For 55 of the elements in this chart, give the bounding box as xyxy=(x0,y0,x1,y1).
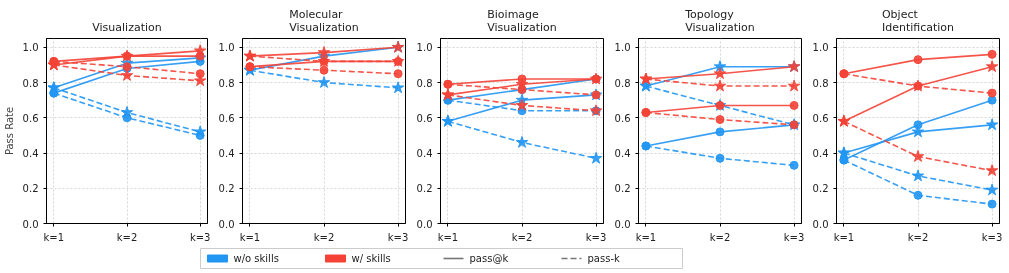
y-axis-title: Pass Rate xyxy=(3,106,15,156)
y-tick-label: 0.0 xyxy=(22,218,39,230)
y-tick-label: 0.4 xyxy=(22,148,39,160)
y-tick-label: 0.2 xyxy=(22,183,39,195)
y-tick-label: 0.0 xyxy=(614,218,631,230)
y-tick-label: 0.6 xyxy=(416,112,433,124)
y-tick-label: 0.0 xyxy=(812,218,829,230)
x-tick-label: k=3 xyxy=(585,231,607,243)
legend-label: pass@k xyxy=(469,253,509,264)
y-tick-label: 0.2 xyxy=(416,183,433,195)
y-tick-label: 0.8 xyxy=(22,77,39,89)
chart-title: Molecular Visualization xyxy=(289,7,359,34)
x-tick-label: k=1 xyxy=(635,231,657,243)
y-tick-label: 0.6 xyxy=(218,112,235,124)
x-tick-label: k=1 xyxy=(43,231,65,243)
x-tick-label: k=1 xyxy=(239,231,261,243)
y-tick-label: 1.0 xyxy=(416,42,433,54)
y-tick-label: 0.4 xyxy=(218,148,235,160)
x-tick-label: k=3 xyxy=(783,231,805,243)
y-tick-label: 0.4 xyxy=(812,148,829,160)
chart-title: Topology Visualization xyxy=(684,7,755,34)
x-tick-label: k=3 xyxy=(981,231,1003,243)
y-tick-label: 0.0 xyxy=(416,218,433,230)
y-tick-label: 0.2 xyxy=(218,183,235,195)
y-tick-label: 0.6 xyxy=(614,112,631,124)
legend-label: w/o skills xyxy=(233,253,279,264)
legend-label: w/ skills xyxy=(351,253,391,264)
y-tick-label: 0.8 xyxy=(416,77,433,89)
x-tick-label: k=1 xyxy=(833,231,855,243)
chart-title: Bioimage Visualization xyxy=(487,7,557,34)
y-tick-label: 0.2 xyxy=(614,183,631,195)
y-tick-label: 1.0 xyxy=(614,42,631,54)
y-tick-label: 0.0 xyxy=(218,218,235,230)
x-tick-label: k=1 xyxy=(437,231,459,243)
y-tick-label: 0.4 xyxy=(416,148,433,160)
y-tick-label: 0.2 xyxy=(812,183,829,195)
x-tick-label: k=3 xyxy=(189,231,211,243)
x-tick-label: k=3 xyxy=(387,231,409,243)
x-tick-label: k=2 xyxy=(116,231,138,243)
y-tick-label: 1.0 xyxy=(812,42,829,54)
x-tick-label: k=2 xyxy=(511,231,533,243)
x-tick-label: k=2 xyxy=(313,231,335,243)
y-tick-label: 0.8 xyxy=(812,77,829,89)
x-tick-label: k=2 xyxy=(907,231,929,243)
y-tick-label: 0.6 xyxy=(812,112,829,124)
legend-label: pass-k xyxy=(587,253,620,264)
x-tick-label: k=2 xyxy=(709,231,731,243)
y-tick-label: 0.8 xyxy=(218,77,235,89)
y-tick-label: 0.6 xyxy=(22,112,39,124)
y-tick-label: 1.0 xyxy=(22,42,39,54)
chart-title: Visualization xyxy=(92,20,162,34)
y-tick-label: 1.0 xyxy=(218,42,235,54)
y-tick-label: 0.8 xyxy=(614,77,631,89)
chart-title: Object Identification xyxy=(881,7,955,34)
y-tick-label: 0.4 xyxy=(614,148,631,160)
